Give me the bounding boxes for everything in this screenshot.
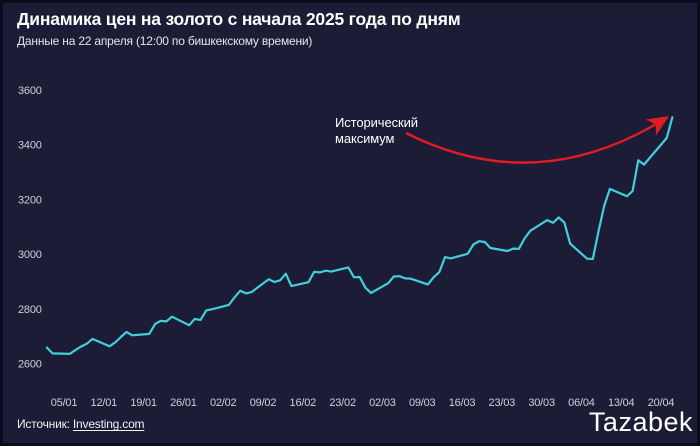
page-subtitle: Данные на 22 апреля (12:00 по бишкекском… — [17, 34, 313, 48]
x-tick-label: 19/01 — [130, 397, 157, 409]
y-tick-label: 3200 — [18, 194, 42, 206]
x-tick-label: 30/03 — [528, 397, 555, 409]
x-tick-label: 02/02 — [210, 397, 237, 409]
y-tick-label: 3000 — [18, 249, 42, 261]
x-tick-label: 09/03 — [409, 397, 436, 409]
annotation-line-1: Исторический — [335, 115, 418, 130]
y-tick-label: 2600 — [18, 359, 42, 371]
x-tick-label: 13/04 — [608, 397, 635, 409]
historical-max-arrow — [405, 116, 670, 164]
x-tick-label: 12/01 — [91, 397, 118, 409]
source-label: Источник: — [17, 417, 70, 431]
historical-max-annotation: Исторический максимум — [335, 115, 418, 147]
y-tick-label: 2800 — [18, 304, 42, 316]
tazabek-logo: Tazabek — [588, 407, 693, 437]
x-tick-label: 02/03 — [369, 397, 396, 409]
annotation-line-2: максимум — [335, 131, 395, 146]
gold-price-line — [45, 116, 674, 355]
x-tick-label: 16/02 — [290, 397, 317, 409]
x-tick-label: 23/02 — [329, 397, 356, 409]
x-tick-label: 16/03 — [449, 397, 476, 409]
y-tick-label: 3600 — [18, 85, 42, 97]
page-title: Динамика цен на золото с начала 2025 год… — [17, 9, 461, 29]
x-tick-label: 23/03 — [489, 397, 516, 409]
x-tick-label: 09/02 — [250, 397, 277, 409]
x-tick-label: 20/04 — [648, 397, 675, 409]
source-link[interactable]: Investing.com — [72, 417, 145, 431]
source-line: Источник: Investing.com — [17, 417, 145, 431]
x-tick-label: 26/01 — [170, 397, 197, 409]
y-tick-label: 3400 — [18, 140, 42, 152]
x-tick-label: 05/01 — [51, 397, 78, 409]
x-tick-label: 06/04 — [568, 397, 595, 409]
